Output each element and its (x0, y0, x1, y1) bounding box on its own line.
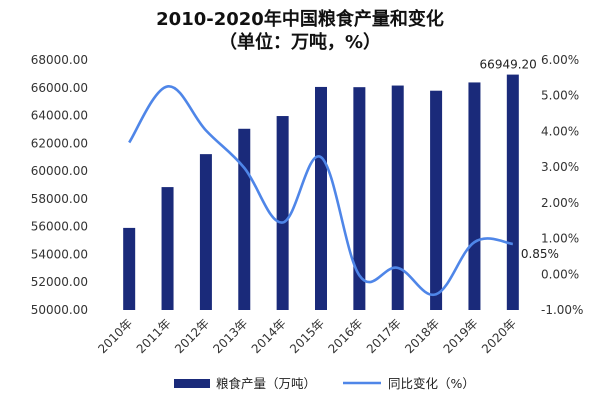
x-tick-label: 2015年 (287, 316, 327, 356)
legend-line-label: 同比变化（%） (388, 376, 475, 391)
chart-title: 2010-2020年中国粮食产量和变化 (156, 8, 444, 30)
x-tick-label: 2013年 (210, 316, 250, 356)
x-tick-label: 2016年 (326, 316, 366, 356)
right-tick-label: 2.00% (541, 196, 579, 210)
x-tick-label: 2011年 (134, 316, 174, 356)
bar (162, 187, 174, 310)
legend: 粮食产量（万吨） 同比变化（%） (174, 376, 475, 391)
x-tick-label: 2020年 (479, 316, 519, 356)
right-tick-label: 0.00% (541, 267, 579, 281)
legend-bar-swatch (174, 379, 210, 388)
bar (468, 82, 480, 310)
right-tick-label: -1.00% (541, 303, 583, 317)
left-tick-label: 52000.00 (31, 275, 88, 289)
bar (277, 116, 289, 310)
right-tick-label: 3.00% (541, 160, 579, 174)
right-tick-label: 5.00% (541, 89, 579, 103)
x-tick-label: 2017年 (364, 316, 404, 356)
bar (430, 91, 442, 310)
left-tick-label: 50000.00 (31, 303, 88, 317)
right-tick-label: 4.00% (541, 124, 579, 138)
x-tick-label: 2010年 (95, 316, 135, 356)
left-axis: 50000.00 52000.00 54000.00 56000.00 58000.00… (31, 53, 88, 317)
bar-data-label: 66949.20 (480, 58, 537, 72)
x-tick-label: 2012年 (172, 316, 212, 356)
bar (315, 87, 327, 310)
left-tick-label: 60000.00 (31, 164, 88, 178)
left-tick-label: 58000.00 (31, 192, 88, 206)
bar (392, 86, 404, 310)
right-axis: -1.00% 0.00% 1.00% 2.00% 3.00% 4.00% 5.00% 6.00… (541, 53, 583, 317)
bar (123, 228, 135, 310)
bar (507, 75, 519, 310)
bar (200, 154, 212, 310)
left-tick-label: 54000.00 (31, 247, 88, 261)
bar-series (123, 75, 519, 310)
line-data-label: 0.85% (521, 247, 559, 261)
left-tick-label: 62000.00 (31, 136, 88, 150)
legend-bar-label: 粮食产量（万吨） (216, 376, 316, 391)
right-tick-label: 6.00% (541, 53, 579, 67)
x-axis: 2010年2011年2012年2013年2014年2015年2016年2017年… (95, 316, 519, 356)
chart-subtitle: （单位：万吨，%） (219, 31, 381, 53)
left-tick-label: 66000.00 (31, 81, 88, 95)
bar (238, 129, 250, 310)
x-tick-label: 2018年 (402, 316, 442, 356)
left-tick-label: 64000.00 (31, 109, 88, 123)
right-tick-label: 1.00% (541, 232, 579, 246)
left-tick-label: 56000.00 (31, 220, 88, 234)
x-tick-label: 2014年 (249, 316, 289, 356)
x-tick-label: 2019年 (441, 316, 481, 356)
left-tick-label: 68000.00 (31, 53, 88, 67)
